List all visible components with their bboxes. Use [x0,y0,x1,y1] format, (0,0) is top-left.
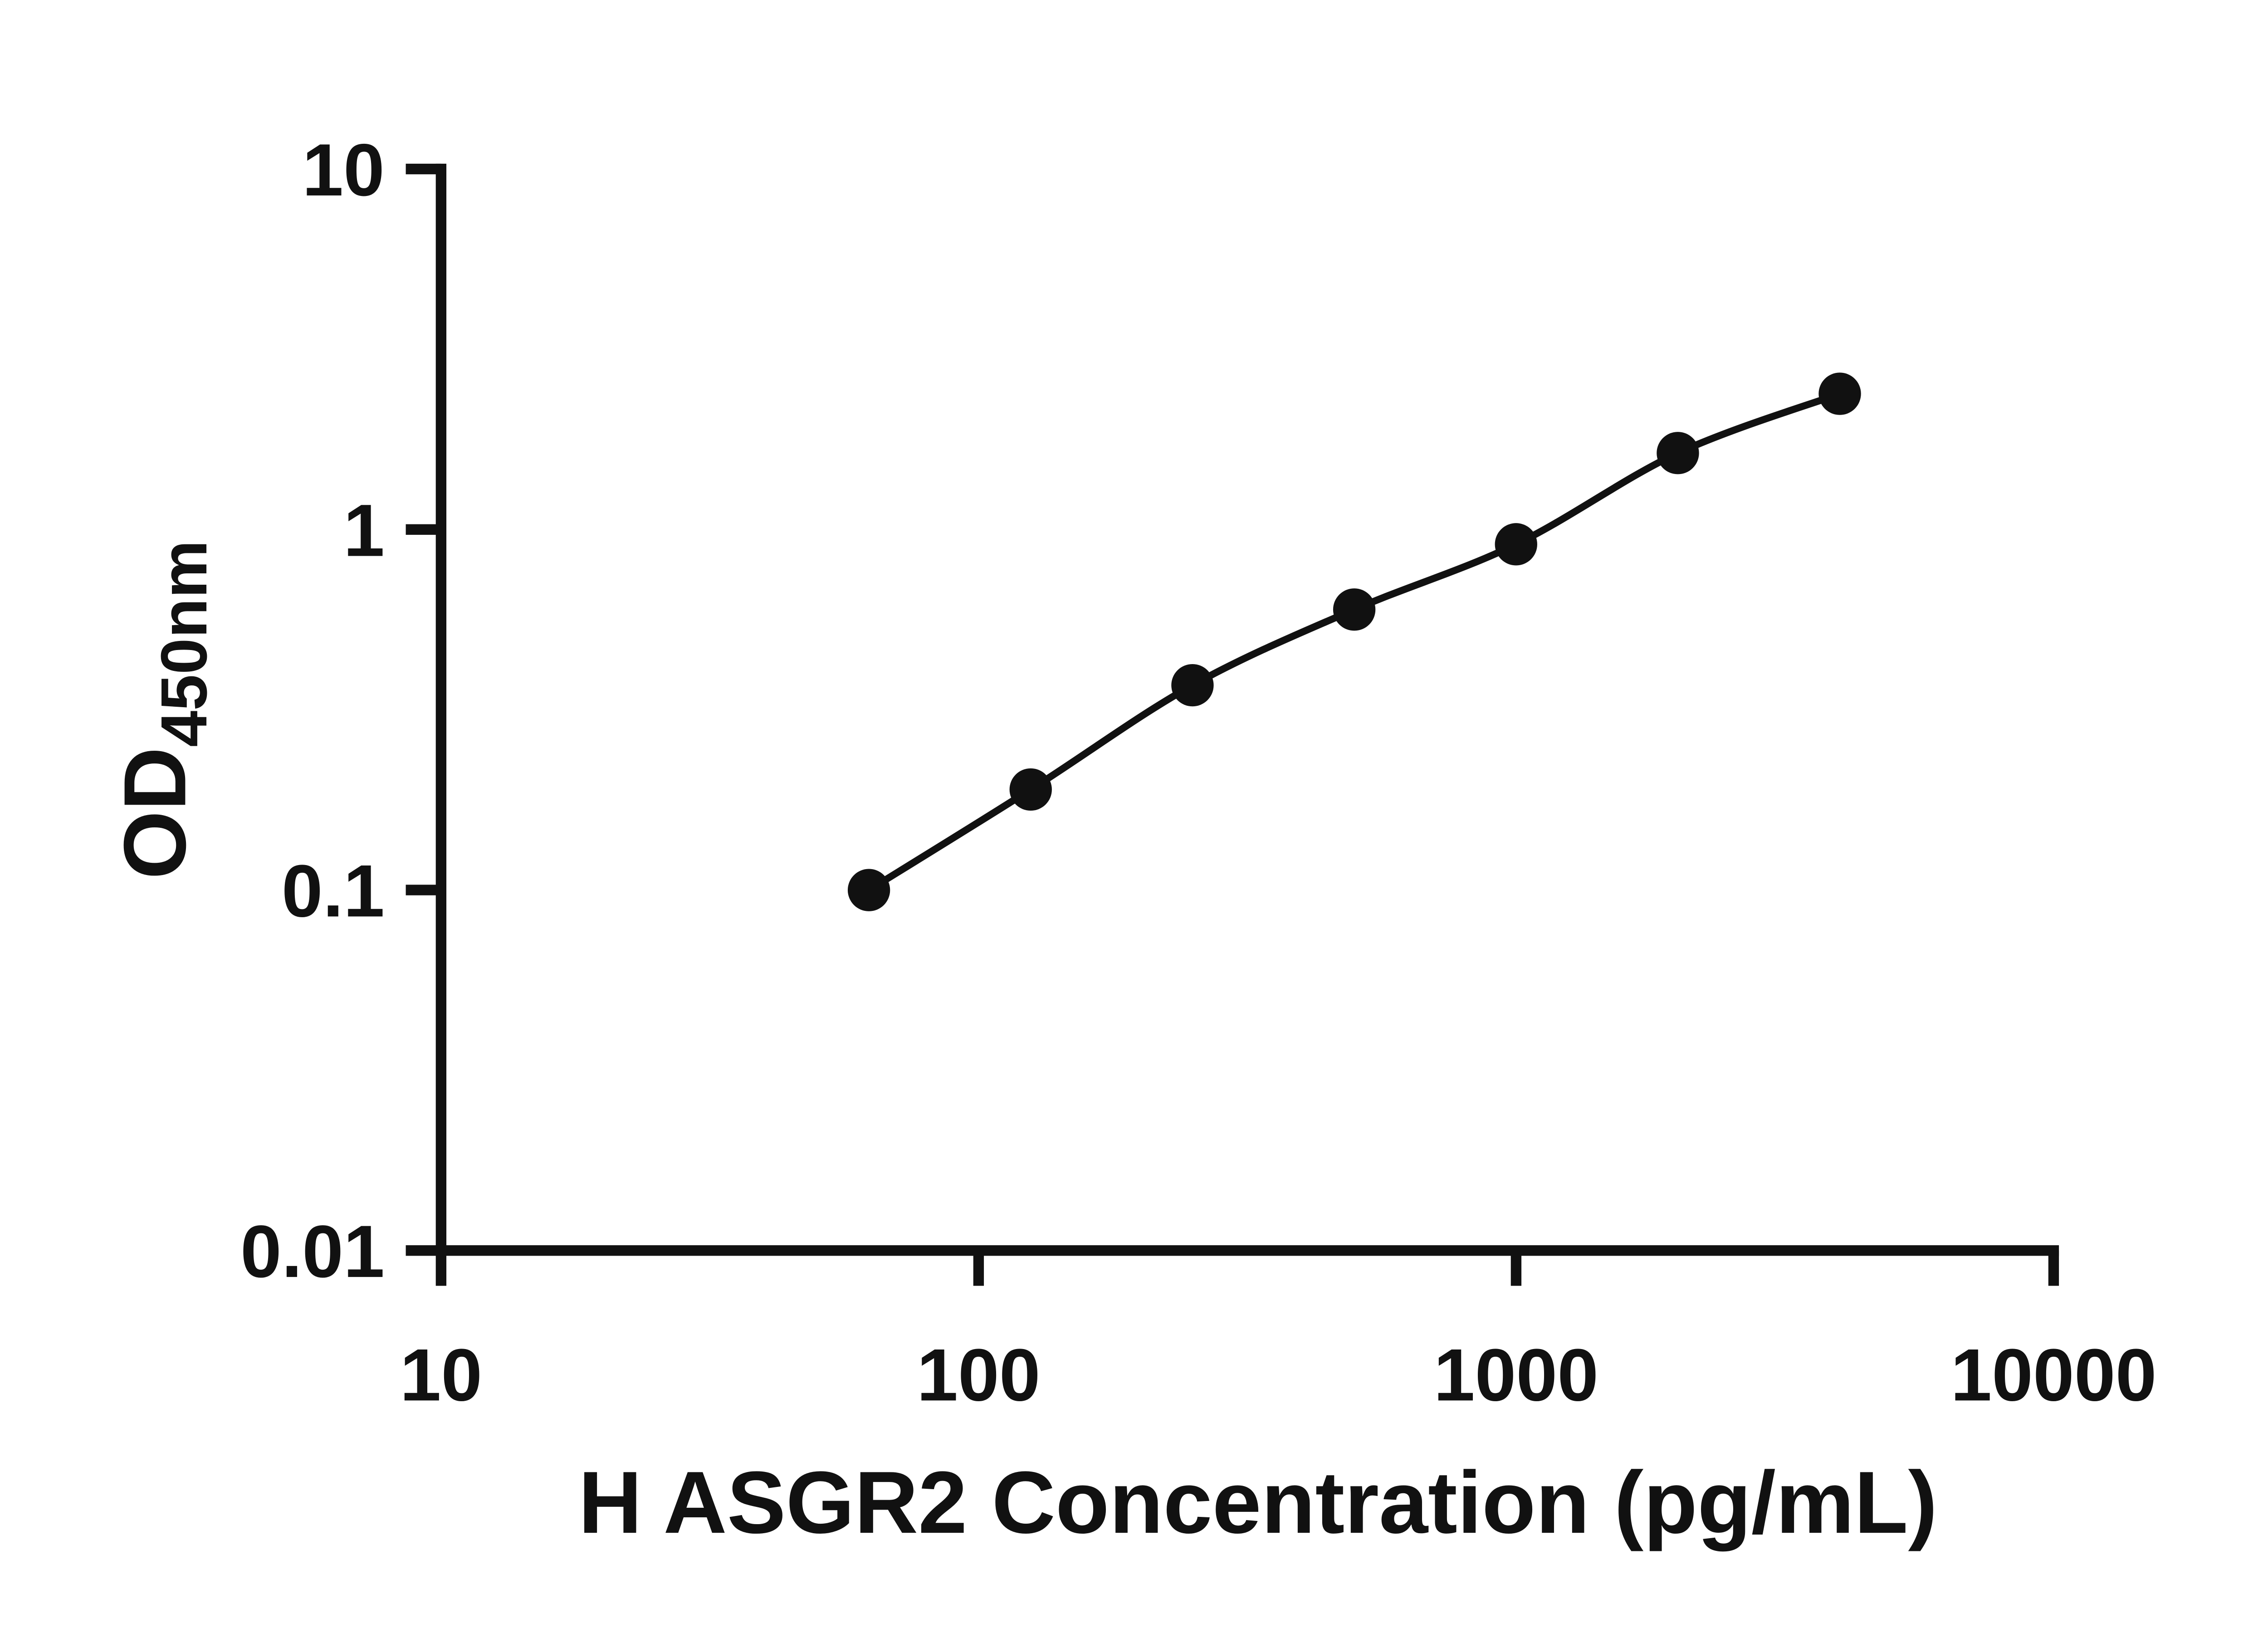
data-point [1818,372,1861,415]
x-tick-label: 10000 [1950,1333,2156,1416]
x-axis-title: H ASGR2 Concentration (pg/mL) [578,1453,1937,1552]
data-point [1333,588,1376,631]
y-axis-title: OD450nm [106,540,220,880]
y-tick-label: 1 [343,489,385,572]
y-axis-title-subscript: 450nm [148,540,220,747]
data-point [1657,432,1699,474]
x-tick-label: 10 [400,1333,483,1416]
data-point [1495,523,1537,566]
y-tick-label: 0.1 [282,849,385,932]
x-tick-label: 100 [917,1333,1041,1416]
y-tick-label: 10 [302,128,385,211]
data-point [1009,768,1052,811]
data-point [1171,664,1214,707]
x-tick-label: 1000 [1434,1333,1598,1416]
chart-background [0,22,2268,1611]
data-point [847,869,890,911]
y-tick-label: 0.01 [240,1210,385,1293]
y-axis-title-main: OD [106,747,204,880]
